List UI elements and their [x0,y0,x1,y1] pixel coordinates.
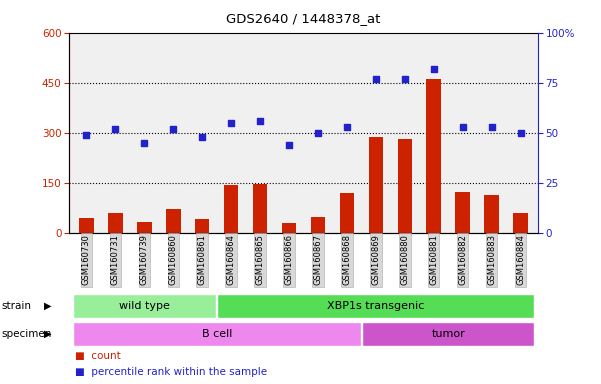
Text: GSM160867: GSM160867 [314,235,323,285]
Text: GDS2640 / 1448378_at: GDS2640 / 1448378_at [227,12,380,25]
Text: GSM160864: GSM160864 [227,235,236,285]
Point [429,66,439,72]
Bar [79,218,94,233]
Point [400,76,410,82]
Bar [73,322,361,346]
Point [313,130,323,136]
Point [82,132,91,138]
Bar [456,192,470,233]
Text: GSM160880: GSM160880 [400,235,409,285]
Text: GSM160869: GSM160869 [371,235,380,285]
Bar [73,294,216,318]
Text: strain: strain [1,301,31,311]
Text: GSM160731: GSM160731 [111,235,120,285]
Bar [427,79,441,233]
Text: B cell: B cell [201,329,232,339]
Point [111,126,120,132]
Text: GSM160866: GSM160866 [284,235,293,285]
Text: GSM160883: GSM160883 [487,235,496,285]
Bar [224,185,239,233]
Bar [166,209,180,233]
Text: XBP1s transgenic: XBP1s transgenic [327,301,424,311]
Bar [108,214,123,233]
Point [516,130,525,136]
Bar [340,194,354,233]
Bar [397,139,412,233]
Bar [311,217,325,233]
Bar [253,184,267,233]
Text: GSM160865: GSM160865 [255,235,264,285]
Point [255,118,265,124]
Point [197,134,207,140]
Text: GSM160730: GSM160730 [82,235,91,285]
Bar [218,294,534,318]
Point [284,142,294,148]
Bar [195,219,210,233]
Text: GSM160881: GSM160881 [429,235,438,285]
Bar [513,214,528,233]
Bar [282,223,296,233]
Text: wild type: wild type [119,301,170,311]
Text: GSM160739: GSM160739 [140,235,149,285]
Bar [362,322,534,346]
Point [168,126,178,132]
Text: GSM160882: GSM160882 [458,235,467,285]
Text: tumor: tumor [432,329,465,339]
Bar [137,222,151,233]
Point [458,124,468,130]
Bar [484,195,499,233]
Text: GSM160868: GSM160868 [343,235,352,285]
Text: ■  count: ■ count [75,351,121,361]
Text: GSM160861: GSM160861 [198,235,207,285]
Point [227,120,236,126]
Text: ▶: ▶ [44,301,51,311]
Text: GSM160884: GSM160884 [516,235,525,285]
Point [371,76,380,82]
Text: ▶: ▶ [44,329,51,339]
Text: specimen: specimen [1,329,52,339]
Point [139,140,149,146]
Text: ■  percentile rank within the sample: ■ percentile rank within the sample [75,367,267,377]
Text: GSM160860: GSM160860 [169,235,178,285]
Point [342,124,352,130]
Bar [368,137,383,233]
Point [487,124,496,130]
